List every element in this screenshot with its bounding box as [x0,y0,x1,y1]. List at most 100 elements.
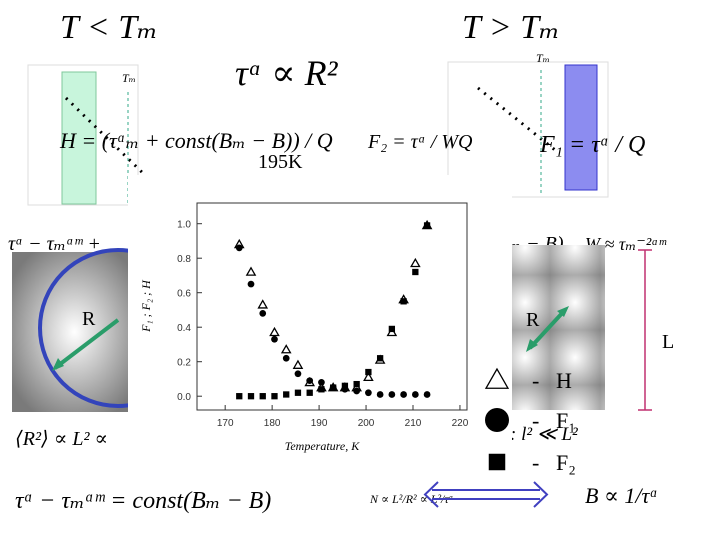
plot-frame [196,202,468,411]
y-tick-label: 0.2 [177,358,191,369]
x-tick-label: 190 [311,418,328,429]
triangle-marker [280,344,292,354]
triangle-marker [245,266,257,276]
circle-marker [388,391,396,398]
square-marker [271,393,278,400]
triangle-marker [292,359,304,369]
y-tick-label: 0.4 [177,323,191,334]
inset-band [61,71,97,205]
square-marker [294,389,302,396]
legend-label: F₂ [556,450,576,475]
inset-dots [64,96,152,182]
x-tick-label: 180 [264,418,281,429]
inset-band [564,64,598,191]
circle-marker [271,335,278,343]
y-axis-label: F₁ ; F₂ ; H [139,279,153,333]
square-marker [388,325,396,333]
square-marker [283,391,290,398]
square-marker [247,393,255,400]
triangle-marker [257,299,269,309]
circle-marker [376,391,384,398]
square-marker [365,368,372,376]
main-relation: τᵅ ∝ R² [235,53,339,93]
formula: F₂ = τᵅ / WQ [367,131,473,153]
label: R [82,308,96,330]
circle-marker [485,408,509,432]
y-tick-label: 0.8 [177,254,191,265]
temperature-note: 195K [258,151,303,173]
circle-marker [400,391,407,398]
square-marker [306,389,313,396]
triangle-marker [484,367,510,389]
square-marker [236,393,243,400]
x-tick-label: 210 [405,418,422,429]
circle-marker [282,354,290,362]
formula: B ∝ 1/τᵅ [585,483,658,508]
triangle-marker [363,371,374,382]
circle-marker [294,370,302,378]
arrow-head [557,306,569,317]
x-tick-label: 200 [358,418,375,429]
circle-marker [353,387,361,395]
square-marker [488,453,506,471]
square-marker [318,386,325,393]
legend-dash: - [532,450,539,475]
domain-image [12,252,137,412]
chart: Temperature, K F₁ ; F₂ ; H 170 180 190 200 2… [128,175,512,470]
inset-right: Tₘ [447,51,609,198]
arrow-head [526,339,538,352]
formula: : l² ≪ L² [510,424,578,445]
arrow-head [423,481,439,508]
square-marker [412,268,419,276]
inset-dots [477,86,556,152]
triangle-marker [410,257,421,268]
triangle-marker [269,326,280,337]
formula: ⟨R²⟩ ∝ L² ∝ [15,428,108,450]
radius-arrow [53,318,120,370]
formula: H = (τᵅₘ + const(Bₘ − B)) / Q [59,128,333,153]
y-tick-label: 0.6 [177,289,191,300]
circle-marker [235,244,243,252]
double-arrow [423,481,549,508]
y-tick-label: 1.0 [177,220,191,231]
arrow-head [533,481,549,508]
inset-label: Tₘ [536,51,550,65]
circle-marker [247,280,255,288]
y-tick-label: 0.0 [177,392,191,403]
domain-image [505,245,605,410]
circle-marker [318,379,325,386]
square-marker [259,393,266,400]
chart-background [128,175,512,470]
square-marker [376,355,384,362]
x-tick-label: 220 [452,418,469,429]
formula: τᵅ − τₘᵅᵐ = const(Bₘ − B) [15,488,271,514]
x-tick-label: 170 [217,418,234,429]
heading: T > Tₘ [462,9,560,46]
arrow-head [52,358,64,371]
circle-marker [259,310,267,317]
circle-marker [423,391,431,398]
label: R [526,309,540,331]
formula: W ≈ τₘ⁻²ᵅᵐ [585,234,667,254]
square-marker [353,380,360,388]
legend-label: H [556,368,572,393]
radius-arrow [528,308,567,350]
circle-marker [411,391,419,398]
formula: F₁ = τᵅ / Q [539,132,645,158]
heading: T < Tₘ [60,9,158,46]
x-axis-label: Temperature, K [285,439,360,453]
formula: τᵅ − τₘᵅᵐ + [8,233,101,255]
legend-label: F₁ [556,408,576,433]
legend-dash: - [532,408,539,433]
circle-marker [306,377,314,385]
legend: - H- F₁- F₂ [484,367,576,475]
inset-left: Tₘ [27,64,152,206]
square-marker [423,222,431,229]
square-marker [341,382,349,389]
legend-dash: - [532,368,539,393]
circle-marker [365,389,372,397]
square-marker [400,298,407,305]
square-marker [330,384,337,391]
inset-label: Tₘ [122,71,136,85]
